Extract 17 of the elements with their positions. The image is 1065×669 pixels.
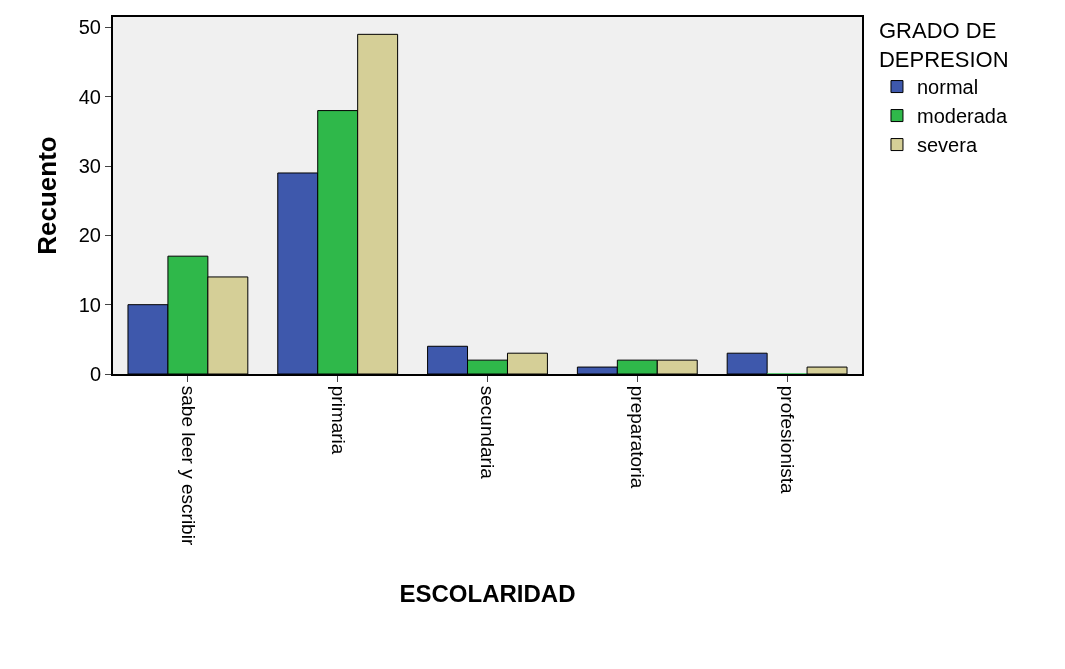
legend-label: moderada <box>916 105 1008 128</box>
x-axis-title: ESCOLARIDAD <box>399 579 576 607</box>
x-tick-label: sabe leer y escribir <box>177 385 199 546</box>
y-tick-label: 40 <box>78 85 101 108</box>
x-tick-label: primaria <box>327 385 349 455</box>
legend-label: severa <box>916 134 978 157</box>
y-tick-label: 0 <box>89 363 101 385</box>
legend-label: normal <box>916 76 979 99</box>
y-tick-label: 30 <box>78 155 101 178</box>
y-tick-label: 10 <box>78 293 101 316</box>
x-tick-label: secundaria <box>477 385 499 480</box>
legend-title: GRADO DE DEPRESION <box>878 18 1009 73</box>
x-tick-label: preparatoria <box>627 385 649 489</box>
y-tick-label: 20 <box>78 224 101 247</box>
x-tick-label: profesionista <box>776 385 798 494</box>
y-tick-label: 50 <box>78 16 101 39</box>
y-axis-title: Recuento <box>31 136 62 255</box>
